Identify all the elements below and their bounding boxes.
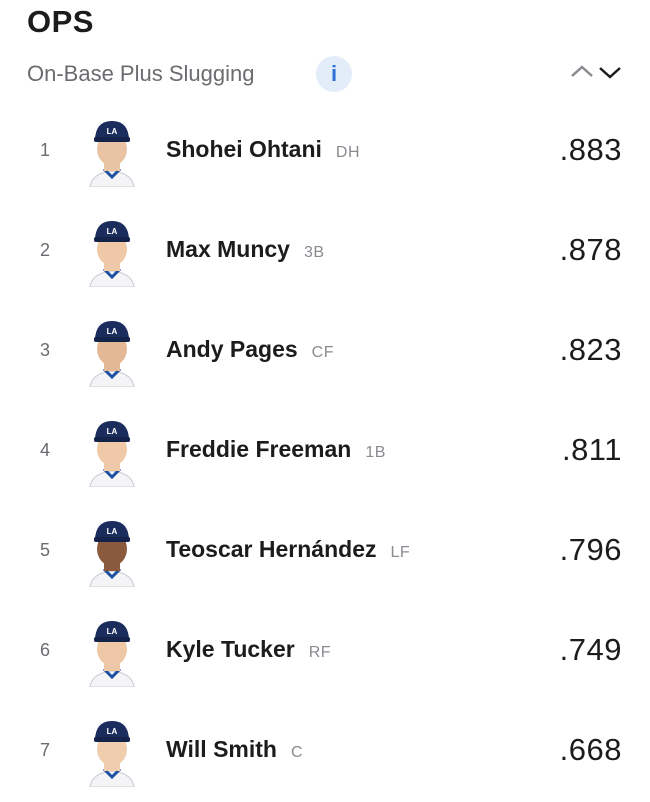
player-name[interactable]: Kyle Tucker RF: [166, 636, 331, 663]
name-text[interactable]: Max Muncy: [166, 236, 290, 262]
collar: [102, 567, 122, 580]
player-name[interactable]: Will Smith C: [166, 736, 303, 763]
player-name[interactable]: Freddie Freeman 1B: [166, 436, 386, 463]
cap-brim: [94, 337, 130, 342]
player-avatar: LA: [89, 621, 135, 687]
sort-up[interactable]: [571, 65, 593, 77]
cap-brim: [94, 737, 130, 742]
title: OPS: [27, 4, 94, 39]
cap-logo: LA: [107, 427, 118, 436]
player-avatar: LA: [89, 221, 135, 287]
player-name[interactable]: Teoscar Hernández LF: [166, 536, 410, 563]
player-avatar: LA: [89, 321, 135, 387]
stat-value: .883: [559, 132, 622, 167]
name-text[interactable]: Freddie Freeman: [166, 436, 352, 462]
player-row[interactable]: 6 LA Kyle Tucker RF .749: [0, 602, 650, 702]
collar: [102, 767, 122, 780]
position: 1B: [365, 444, 386, 461]
collar: [102, 167, 122, 180]
position: RF: [308, 644, 332, 661]
player-avatar: LA: [89, 721, 135, 787]
rank: 2: [40, 240, 51, 260]
player-name[interactable]: Shohei Ohtani DH: [166, 136, 360, 163]
name-text[interactable]: Shohei Ohtani: [166, 136, 322, 162]
name-text[interactable]: Will Smith: [166, 736, 277, 762]
cap-brim: [94, 237, 130, 242]
stat-value: .796: [559, 532, 622, 567]
player-row[interactable]: 2 LA Max Muncy 3B .878: [0, 202, 650, 302]
collar: [102, 467, 122, 480]
cap-logo: LA: [107, 627, 118, 636]
subtitle: On-Base Plus Slugging: [27, 61, 255, 86]
name-text[interactable]: Andy Pages: [166, 336, 298, 362]
player-name[interactable]: Andy Pages CF: [166, 336, 334, 363]
name-text[interactable]: Teoscar Hernández: [166, 536, 377, 562]
info-button[interactable]: i: [316, 56, 352, 92]
cap-logo: LA: [107, 527, 118, 536]
name-text[interactable]: Kyle Tucker: [166, 636, 295, 662]
cap-brim: [94, 437, 130, 442]
cap-logo: LA: [107, 327, 118, 336]
cap-logo: LA: [107, 227, 118, 236]
player-avatar: LA: [89, 121, 135, 187]
player-row[interactable]: 1 LA Shohei Ohtani DH .883: [0, 102, 650, 202]
sort-toggle[interactable]: [568, 60, 624, 84]
player-name[interactable]: Max Muncy 3B: [166, 236, 325, 263]
rank: 1: [40, 140, 51, 160]
position: DH: [335, 144, 360, 161]
cap-brim: [94, 637, 130, 642]
position: 3B: [303, 244, 325, 261]
stat-value: .668: [559, 732, 622, 767]
sort-down[interactable]: [599, 67, 621, 79]
player-avatar: LA: [89, 421, 135, 487]
collar: [102, 367, 122, 380]
player-row[interactable]: 4 LA Freddie Freeman 1B .811: [0, 402, 650, 502]
player-row[interactable]: 7 LA Will Smith C .668: [0, 702, 650, 802]
collar: [102, 267, 122, 280]
rank: 7: [40, 740, 51, 760]
stat-value: .811: [561, 432, 622, 467]
cap: [95, 121, 129, 139]
stat-value: .749: [559, 632, 622, 667]
stat-value: .878: [559, 232, 622, 267]
rank: 3: [40, 340, 51, 360]
cap-brim: [94, 537, 130, 542]
cap-brim: [94, 137, 130, 142]
position: CF: [311, 344, 334, 361]
cap-logo: LA: [107, 727, 118, 736]
player-row[interactable]: 5 LA Teoscar Hernández LF .796: [0, 502, 650, 602]
position: C: [290, 744, 304, 761]
cap: [95, 721, 129, 739]
cap: [95, 621, 129, 639]
cap: [95, 221, 129, 239]
cap: [95, 521, 129, 539]
cap: [95, 421, 129, 439]
rank: 4: [40, 440, 51, 460]
cap-logo: LA: [107, 127, 118, 136]
rank: 6: [40, 640, 51, 660]
collar: [102, 667, 122, 680]
stat-value: .823: [559, 332, 622, 367]
cap: [95, 321, 129, 339]
position: LF: [390, 544, 411, 561]
rank: 5: [40, 540, 51, 560]
player-avatar: LA: [89, 521, 135, 587]
player-row[interactable]: 3 LA Andy Pages CF .823: [0, 302, 650, 402]
